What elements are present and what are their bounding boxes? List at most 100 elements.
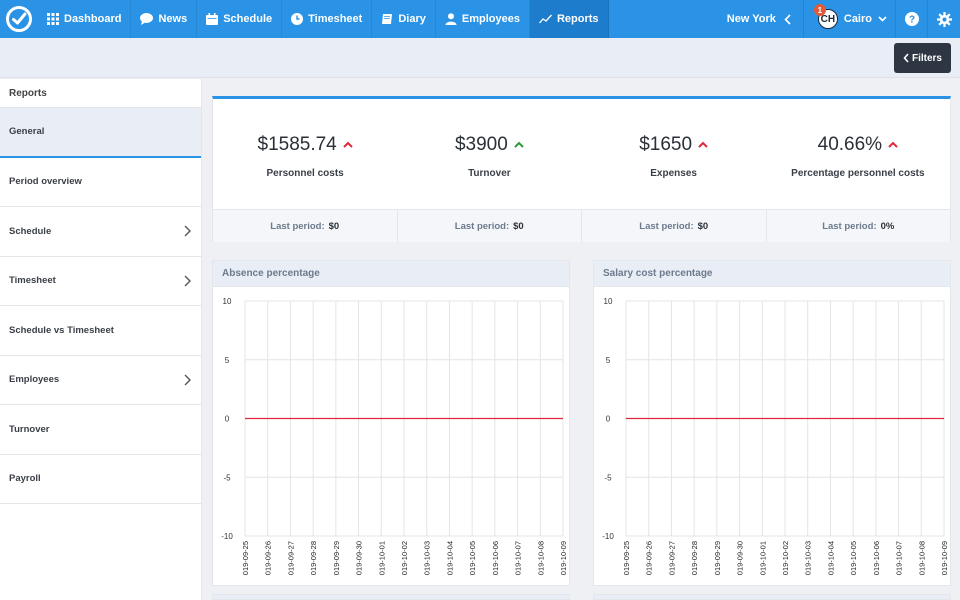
- user-menu[interactable]: 1 CH Cairo: [804, 0, 896, 38]
- last-period-value: $0: [513, 220, 524, 232]
- sidebar-item-label: Schedule vs Timesheet: [9, 324, 114, 336]
- sidebar-item-schedule[interactable]: Schedule: [0, 207, 201, 257]
- last-period-label: Last period:: [822, 220, 877, 232]
- nav-timesheet-label: Timesheet: [308, 13, 363, 25]
- stat-value: $1650: [639, 133, 693, 155]
- nav-diary[interactable]: Diary: [372, 0, 436, 38]
- filters-button[interactable]: Filters: [893, 43, 951, 73]
- last-period: Last period: $0: [398, 210, 582, 242]
- sidebar-header: Reports: [0, 79, 201, 108]
- nav-dashboard[interactable]: Dashboard: [38, 0, 132, 38]
- x-tick-label: 019-10-01: [758, 541, 767, 575]
- location-selector[interactable]: New York: [719, 0, 804, 38]
- person-icon: [445, 13, 457, 25]
- nav-schedule[interactable]: Schedule: [197, 0, 283, 38]
- x-tick-label: 019-09-30: [355, 541, 364, 575]
- next-card-edge: [593, 594, 951, 600]
- y-tick-label: -5: [604, 473, 612, 482]
- y-tick-label: 10: [604, 297, 613, 306]
- svg-text:?: ?: [908, 15, 914, 26]
- grid-icon: [47, 13, 59, 25]
- stat-personnel-costs: $1585.74 Personnel costs: [213, 99, 397, 209]
- x-tick-label: 019-10-05: [849, 541, 858, 575]
- sidebar-item-turnover[interactable]: Turnover: [0, 405, 201, 455]
- sidebar-item-label: Period overview: [9, 176, 82, 188]
- trend-up-icon: [343, 141, 353, 148]
- book-icon: [381, 13, 393, 25]
- last-period: Last period: 0%: [767, 210, 951, 242]
- gear-icon: [936, 11, 952, 27]
- help-icon: ?: [904, 12, 919, 26]
- stats-panel: $1585.74 Personnel costs $3900 Turnover …: [212, 96, 951, 242]
- nav-dashboard-label: Dashboard: [64, 13, 122, 25]
- help-button[interactable]: ?: [896, 0, 928, 38]
- sidebar-item-label: General: [9, 126, 45, 138]
- x-tick-label: 019-09-28: [309, 541, 318, 575]
- y-tick-label: 0: [606, 415, 611, 424]
- sidebar-item-label: Schedule: [9, 225, 52, 237]
- sidebar-item-employees[interactable]: Employees: [0, 356, 201, 405]
- stat-expenses: $1650 Expenses: [582, 99, 766, 209]
- stat-label: Turnover: [468, 167, 511, 179]
- nav-reports-label: Reports: [556, 13, 599, 25]
- trend-up-icon: [698, 141, 708, 148]
- sidebar-item-payroll[interactable]: Payroll: [0, 455, 201, 504]
- y-tick-label: -5: [223, 473, 231, 482]
- next-card-edge: [212, 594, 570, 600]
- filters-label: Filters: [911, 52, 942, 64]
- last-period-value: 0%: [880, 220, 895, 232]
- y-tick-label: 10: [223, 297, 232, 306]
- y-tick-label: 0: [225, 415, 230, 424]
- x-tick-label: 019-09-26: [645, 541, 654, 575]
- x-tick-label: 019-10-03: [423, 541, 432, 575]
- chevron-left-icon: [784, 13, 791, 25]
- x-tick-label: 019-10-07: [895, 541, 904, 575]
- location-label: New York: [726, 13, 776, 25]
- trend-up-icon: [514, 141, 524, 148]
- x-tick-label: 019-10-06: [491, 541, 500, 575]
- last-period-value: $0: [328, 220, 340, 232]
- stat-turnover: $3900 Turnover: [397, 99, 581, 209]
- absence-percentage-chart: 10 5 0 -5 -10 019-09-25 019-09-26 019-09-27 019-…: [221, 297, 568, 575]
- salary-cost-percentage-chart-card: Salary cost percentage 10 5 0 -5 -10 019-09-2…: [593, 260, 951, 586]
- chevron-right-icon: [184, 275, 191, 287]
- x-tick-label: 019-09-25: [241, 541, 250, 575]
- nav-timesheet[interactable]: Timesheet: [282, 0, 373, 38]
- chevron-down-icon: [878, 16, 887, 22]
- x-tick-label: 019-10-03: [804, 541, 813, 575]
- nav-news-label: News: [158, 13, 188, 25]
- stat-label: Personnel costs: [266, 167, 344, 179]
- y-tick-label: -10: [221, 532, 233, 541]
- x-tick-label: 019-09-30: [736, 541, 745, 575]
- sidebar-item-timesheet[interactable]: Timesheet: [0, 257, 201, 306]
- x-tick-label: 019-09-25: [622, 541, 631, 575]
- nav-reports[interactable]: Reports: [529, 0, 609, 38]
- stat-value: 40.66%: [817, 133, 883, 155]
- nav-news[interactable]: News: [131, 0, 198, 38]
- trend-icon: [538, 14, 552, 24]
- stat-label: Percentage personnel costs: [791, 167, 925, 179]
- sub-toolbar: Filters: [0, 38, 960, 78]
- settings-button[interactable]: [928, 0, 960, 38]
- x-tick-label: 019-10-08: [917, 541, 926, 575]
- trend-up-icon: [888, 141, 898, 148]
- x-tick-label: 019-09-29: [332, 541, 341, 575]
- x-tick-label: 019-10-05: [468, 541, 477, 575]
- sidebar-item-label: Employees: [9, 374, 60, 386]
- nav-employees-label: Employees: [461, 13, 520, 25]
- last-period-label: Last period:: [270, 220, 325, 232]
- sidebar-item-period-overview[interactable]: Period overview: [0, 158, 201, 207]
- x-tick-label: 019-09-26: [264, 541, 273, 575]
- sidebar-item-label: Turnover: [9, 423, 50, 435]
- top-nav: Dashboard News Schedule Timesheet Diary …: [0, 0, 960, 38]
- y-tick-label: 5: [225, 356, 230, 365]
- x-tick-label: 019-10-04: [826, 541, 835, 575]
- app-logo-icon[interactable]: [0, 0, 38, 38]
- last-period-label: Last period:: [454, 220, 510, 232]
- sidebar-item-schedule-vs-timesheet[interactable]: Schedule vs Timesheet: [0, 306, 201, 356]
- salary-cost-percentage-chart: 10 5 0 -5 -10 019-09-25 019-09-26 019-09-27 019-…: [602, 297, 949, 575]
- sidebar-item-general[interactable]: General: [0, 108, 201, 158]
- x-tick-label: 019-09-27: [286, 541, 295, 575]
- chevron-right-icon: [184, 374, 191, 386]
- nav-employees[interactable]: Employees: [436, 0, 530, 38]
